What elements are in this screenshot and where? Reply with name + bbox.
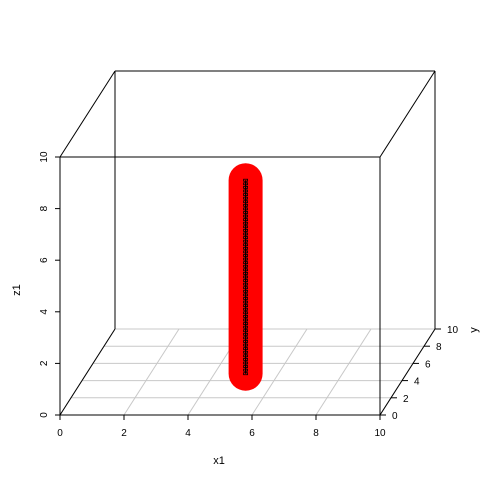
data-points [243, 178, 249, 376]
y-tick-label: 10 [447, 325, 459, 336]
x-tick-label: 4 [185, 428, 191, 439]
x-tick-label: 8 [313, 428, 319, 439]
z-tick-label: 0 [39, 412, 50, 418]
x-tick-label: 2 [121, 428, 127, 439]
z-tick-label: 4 [39, 309, 50, 315]
box-edge [379, 70, 436, 158]
z-tick-label: 10 [39, 151, 50, 163]
x-tick-label: 10 [374, 428, 386, 439]
grid-line-x [315, 328, 372, 416]
y-tick-label: 6 [425, 359, 431, 370]
x-axis-title: x1 [213, 455, 225, 467]
y-tick-label: 4 [414, 377, 420, 388]
z-tick-label: 2 [39, 360, 50, 366]
y-tick-label: 0 [392, 411, 398, 422]
y-tick-label: 2 [403, 394, 409, 405]
grid-line-x [123, 328, 180, 416]
plot-box [59, 70, 436, 416]
box-edge [59, 70, 116, 158]
y-axis-title: y [468, 327, 480, 333]
grid-line-x [251, 328, 308, 416]
box-edge [379, 328, 436, 416]
z-tick-label: 8 [39, 205, 50, 211]
z-tick-label: 6 [39, 257, 50, 263]
x-tick-label: 0 [57, 428, 63, 439]
y-tick-label: 8 [436, 342, 442, 353]
x-tick-label: 6 [249, 428, 255, 439]
box-edge [59, 328, 116, 416]
z-axis-title: z1 [11, 284, 23, 296]
